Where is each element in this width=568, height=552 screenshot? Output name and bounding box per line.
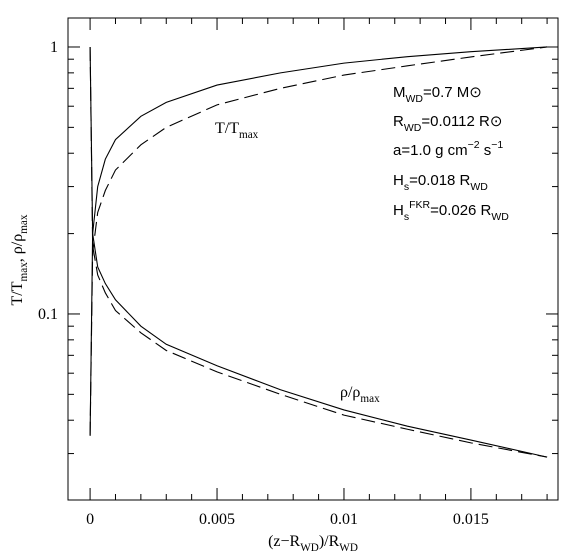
annotation: Hs=0.018 RWD xyxy=(393,172,488,193)
annotation-part: M xyxy=(393,84,406,101)
annotation: a=1.0 g cm−2 s−1 xyxy=(393,139,503,159)
annotation-part: FKR xyxy=(409,199,430,211)
y-axis-label-part: , ρ/ρ xyxy=(9,234,26,262)
annotation-part: =0.0112 R⊙ xyxy=(421,113,502,130)
plot-frame xyxy=(67,17,559,501)
annotation: RWD=0.0112 R⊙ xyxy=(393,113,502,134)
annotation-part: H xyxy=(393,202,404,219)
series-line xyxy=(89,46,548,436)
annotation-part: =0.026 R xyxy=(430,202,491,219)
y-axis-label-part: max xyxy=(18,214,30,234)
annotation-part: −2 xyxy=(468,139,480,151)
x-axis-label-part: WD xyxy=(300,542,319,552)
y-axis-label-part: T/T xyxy=(9,281,26,305)
annotation: T/Tmax xyxy=(215,120,259,141)
annotation: HsFKR=0.026 RWD xyxy=(393,199,509,223)
annotation-part: WD xyxy=(406,93,424,105)
annotation-part: max xyxy=(360,393,380,405)
x-tick-label: 0.015 xyxy=(453,511,489,528)
annotation-part: max xyxy=(239,129,259,141)
annotation-part: WD xyxy=(404,122,422,134)
annotation-part: s xyxy=(480,142,492,159)
series-line xyxy=(89,46,548,458)
x-axis-label-part: (z−R xyxy=(268,533,300,550)
annotation-part: =0.018 R xyxy=(409,172,470,189)
annotation-part: s xyxy=(404,181,409,193)
annotation: ρ/ρmax xyxy=(340,384,380,405)
y-axis-label-part: max xyxy=(18,262,30,282)
annotation-part: s xyxy=(404,211,409,223)
annotation-part: −1 xyxy=(491,139,503,151)
x-axis-label: (z−RWD)/RWD xyxy=(268,533,358,552)
y-tick-label: 1 xyxy=(50,39,58,56)
annotation-part: a=1.0 g cm xyxy=(393,142,468,159)
annotation-part: =0.7 M⊙ xyxy=(423,84,482,101)
y-axis-label: T/Tmax, ρ/ρmax xyxy=(9,214,30,305)
annotation-part: R xyxy=(393,113,404,130)
annotation-part: WD xyxy=(491,211,509,223)
x-axis-label-part: WD xyxy=(339,542,358,552)
annotation-part: H xyxy=(393,172,404,189)
series-line xyxy=(89,46,548,458)
annotation: MWD=0.7 M⊙ xyxy=(393,84,482,105)
series-line xyxy=(89,46,548,436)
x-tick-label: 0.005 xyxy=(199,511,235,528)
y-tick-label: 0.1 xyxy=(38,306,58,323)
annotation-part: WD xyxy=(470,181,488,193)
x-axis-label-part: )/R xyxy=(319,533,340,550)
annotation-part: ρ/ρ xyxy=(340,384,360,401)
x-tick-label: 0.01 xyxy=(330,511,358,528)
annotation-part: T/T xyxy=(215,120,239,137)
x-tick-label: 0 xyxy=(86,511,94,528)
